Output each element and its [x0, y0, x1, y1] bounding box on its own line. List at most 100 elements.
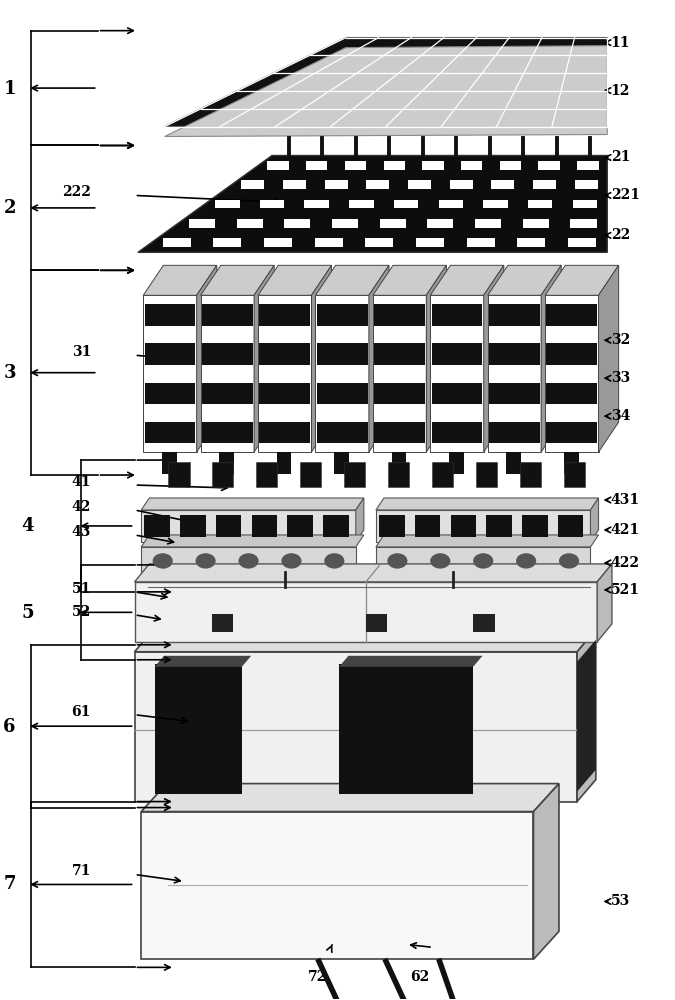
Text: 41: 41	[72, 475, 91, 489]
Bar	[339, 664, 473, 794]
Ellipse shape	[516, 553, 536, 569]
Text: 5: 5	[22, 604, 34, 622]
Polygon shape	[373, 265, 446, 295]
Bar	[379, 219, 406, 228]
Polygon shape	[488, 265, 561, 295]
Text: 222: 222	[62, 185, 91, 199]
Bar	[489, 422, 540, 443]
Polygon shape	[143, 265, 217, 295]
Polygon shape	[254, 265, 274, 452]
Bar	[486, 515, 512, 537]
Bar	[144, 304, 195, 326]
Bar	[473, 614, 495, 632]
Bar	[212, 614, 233, 632]
Bar	[572, 200, 597, 208]
Bar	[317, 343, 368, 365]
Bar	[236, 219, 263, 228]
Bar	[141, 547, 356, 575]
Bar	[189, 219, 215, 228]
Polygon shape	[356, 498, 364, 542]
Bar	[431, 304, 483, 326]
Bar	[219, 452, 234, 474]
Bar	[300, 462, 321, 487]
Polygon shape	[200, 265, 274, 295]
Bar	[134, 652, 577, 802]
Bar	[212, 462, 234, 487]
Polygon shape	[427, 265, 446, 452]
Bar	[564, 452, 578, 474]
Polygon shape	[165, 38, 608, 127]
Bar	[577, 161, 599, 170]
Ellipse shape	[281, 553, 302, 569]
Bar	[202, 422, 252, 443]
Polygon shape	[577, 630, 596, 802]
Bar	[284, 219, 311, 228]
Bar	[439, 200, 463, 208]
Bar	[450, 180, 472, 189]
Bar	[374, 383, 425, 404]
Text: 62: 62	[410, 970, 429, 984]
Bar	[267, 161, 289, 170]
Ellipse shape	[430, 553, 450, 569]
Bar	[547, 383, 597, 404]
Bar	[451, 515, 476, 537]
Bar	[258, 295, 311, 452]
Text: 521: 521	[611, 583, 640, 597]
Polygon shape	[155, 656, 251, 667]
Bar	[506, 452, 521, 474]
Bar	[376, 510, 591, 542]
Text: 61: 61	[72, 705, 91, 719]
Ellipse shape	[324, 553, 344, 569]
Bar	[520, 462, 541, 487]
Bar	[416, 238, 444, 247]
Text: 72: 72	[308, 970, 327, 984]
Bar	[365, 238, 394, 247]
Bar	[488, 295, 541, 452]
Bar	[476, 462, 497, 487]
Bar	[202, 343, 252, 365]
Polygon shape	[599, 265, 619, 452]
Bar	[252, 515, 277, 537]
Polygon shape	[591, 498, 599, 542]
Bar	[344, 462, 365, 487]
Bar	[461, 161, 483, 170]
Polygon shape	[138, 155, 608, 252]
Text: 4: 4	[22, 517, 34, 535]
Bar	[144, 422, 195, 443]
Text: 34: 34	[611, 409, 630, 423]
Text: 1: 1	[3, 80, 16, 98]
Bar	[259, 343, 310, 365]
Bar	[306, 161, 327, 170]
Bar	[144, 343, 195, 365]
Text: 6: 6	[3, 718, 16, 736]
Bar	[241, 180, 264, 189]
Bar	[427, 219, 454, 228]
Bar	[489, 343, 540, 365]
Bar	[332, 219, 358, 228]
Bar	[558, 515, 583, 537]
Text: 11: 11	[611, 36, 630, 50]
Bar	[522, 219, 549, 228]
Ellipse shape	[473, 553, 493, 569]
Bar	[264, 238, 292, 247]
Bar	[466, 238, 495, 247]
Polygon shape	[134, 564, 612, 582]
Bar	[200, 295, 254, 452]
Text: 21: 21	[611, 150, 630, 164]
Polygon shape	[141, 784, 559, 812]
Bar	[260, 200, 284, 208]
Bar	[491, 180, 514, 189]
Polygon shape	[541, 265, 561, 452]
Bar	[216, 515, 242, 537]
Bar	[215, 200, 240, 208]
Bar	[325, 180, 348, 189]
Bar	[168, 462, 190, 487]
Bar	[522, 515, 547, 537]
Bar	[259, 422, 310, 443]
Text: 31: 31	[72, 345, 91, 359]
Bar	[432, 462, 453, 487]
Polygon shape	[315, 265, 389, 295]
Text: 422: 422	[611, 556, 640, 570]
Bar	[202, 304, 252, 326]
Bar	[315, 295, 369, 452]
